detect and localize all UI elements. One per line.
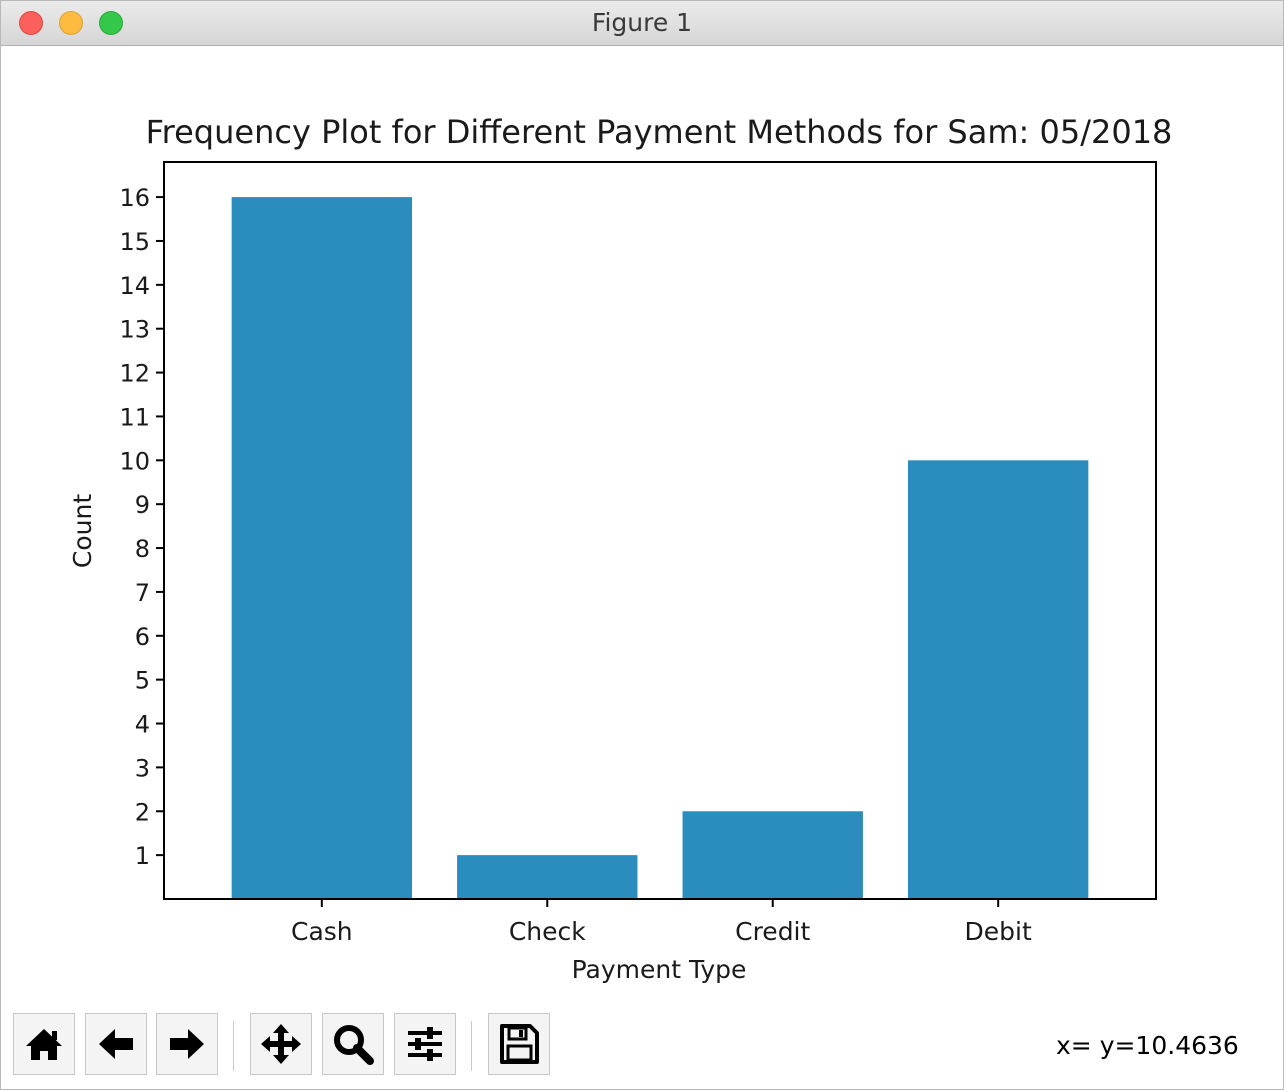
home-button[interactable]	[13, 1013, 75, 1075]
bar-credit	[682, 811, 863, 899]
y-tick-label: 14	[119, 272, 150, 300]
y-tick-label: 4	[135, 711, 150, 739]
toolbar-separator	[233, 1021, 234, 1071]
back-button[interactable]	[85, 1013, 147, 1075]
arrow-left-icon	[99, 1029, 133, 1059]
maximize-window-button[interactable]	[99, 11, 123, 35]
plot-frame	[163, 161, 1157, 900]
y-tick-label: 8	[135, 535, 150, 563]
y-tick-label: 1	[135, 842, 150, 870]
zoom-button[interactable]	[322, 1013, 384, 1075]
toolbar-separator	[471, 1021, 472, 1071]
y-tick-label: 2	[135, 798, 150, 826]
save-icon	[500, 1024, 539, 1064]
move-icon	[261, 1024, 301, 1064]
y-tick-label: 5	[135, 667, 150, 695]
sliders-icon	[408, 1027, 442, 1061]
bar-chart: Frequency Plot for Different Payment Met…	[68, 113, 1173, 984]
x-tick-label: Credit	[735, 917, 810, 946]
y-tick-label: 11	[119, 403, 150, 431]
y-tick-label: 15	[119, 228, 150, 256]
save-button[interactable]	[488, 1013, 550, 1075]
forward-button[interactable]	[156, 1013, 218, 1075]
x-tick-label: Cash	[291, 917, 353, 946]
y-tick-label: 16	[119, 184, 150, 212]
close-window-button[interactable]	[19, 11, 43, 35]
bar-debit	[908, 460, 1089, 899]
x-tick-label: Check	[509, 917, 586, 946]
arrow-right-icon	[170, 1029, 204, 1059]
x-axis-label: Payment Type	[572, 955, 747, 984]
cursor-coordinates: x= y=10.4636	[1056, 1031, 1239, 1060]
y-tick-label: 6	[135, 623, 150, 651]
x-tick-label: Debit	[965, 917, 1032, 946]
minimize-window-button[interactable]	[59, 11, 83, 35]
window-title: Figure 1	[591, 8, 693, 37]
y-axis-label: Count	[68, 494, 97, 568]
title-bar: Figure 1	[1, 1, 1283, 46]
x-axis: Cash Check Credit Debit	[291, 899, 1032, 946]
navigation-toolbar: x= y=10.4636	[1, 1001, 1283, 1089]
y-tick-label: 13	[119, 316, 150, 344]
bar-check	[457, 855, 638, 899]
configure-subplots-button[interactable]	[394, 1013, 456, 1075]
y-tick-label: 3	[135, 754, 150, 782]
y-tick-label: 9	[135, 491, 150, 519]
bar-cash	[231, 197, 412, 900]
home-icon	[26, 1029, 62, 1060]
y-tick-label: 12	[119, 360, 150, 388]
y-tick-label: 10	[119, 447, 150, 475]
chart-title: Frequency Plot for Different Payment Met…	[146, 113, 1173, 151]
bars-group	[231, 197, 1089, 900]
zoom-icon	[334, 1025, 374, 1065]
pan-button[interactable]	[250, 1013, 312, 1075]
figure-canvas[interactable]: Frequency Plot for Different Payment Met…	[1, 46, 1283, 1001]
y-tick-label: 7	[135, 579, 150, 607]
